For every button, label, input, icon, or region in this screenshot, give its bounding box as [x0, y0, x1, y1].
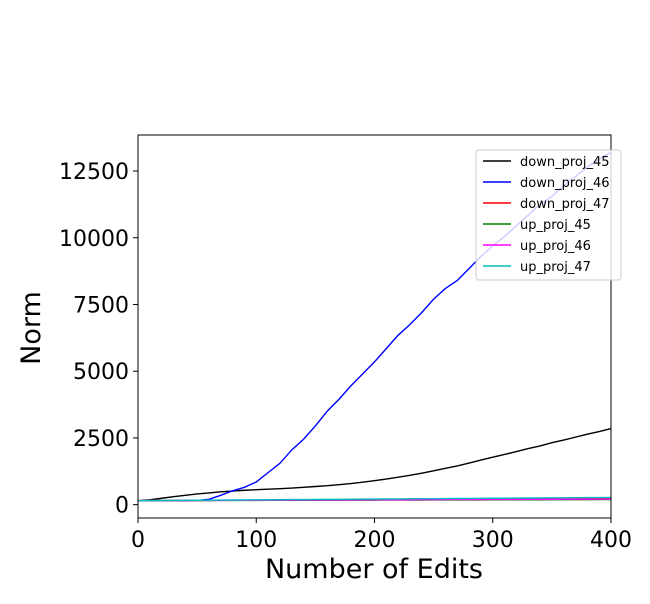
y-tick-label: 2500: [73, 427, 129, 452]
legend-label: up_proj_45: [520, 218, 591, 233]
x-tick-label: 100: [235, 528, 277, 553]
y-tick-label: 0: [115, 494, 129, 519]
legend-label: up_proj_47: [520, 260, 591, 275]
legend-box: [475, 149, 622, 281]
line: [137, 496, 612, 502]
line: [137, 427, 612, 502]
plot-frame: [137, 134, 612, 519]
legend-label: down_proj_46: [520, 176, 610, 191]
x-axis-label: Number of Edits: [265, 554, 483, 585]
legend-label: down_proj_45: [520, 155, 610, 170]
y-tick-label: 10000: [59, 227, 129, 252]
legend-label: up_proj_46: [520, 239, 591, 254]
y-tick-label: 7500: [73, 293, 129, 318]
x-tick-label: 0: [131, 528, 145, 553]
x-tick-label: 400: [590, 528, 632, 553]
x-tick-label: 200: [354, 528, 396, 553]
y-tick-label: 5000: [73, 360, 129, 385]
y-tick-label: 12500: [59, 160, 129, 185]
legend-label: down_proj_47: [520, 197, 610, 212]
x-tick-label: 300: [472, 528, 514, 553]
y-axis-label: Norm: [16, 291, 47, 365]
